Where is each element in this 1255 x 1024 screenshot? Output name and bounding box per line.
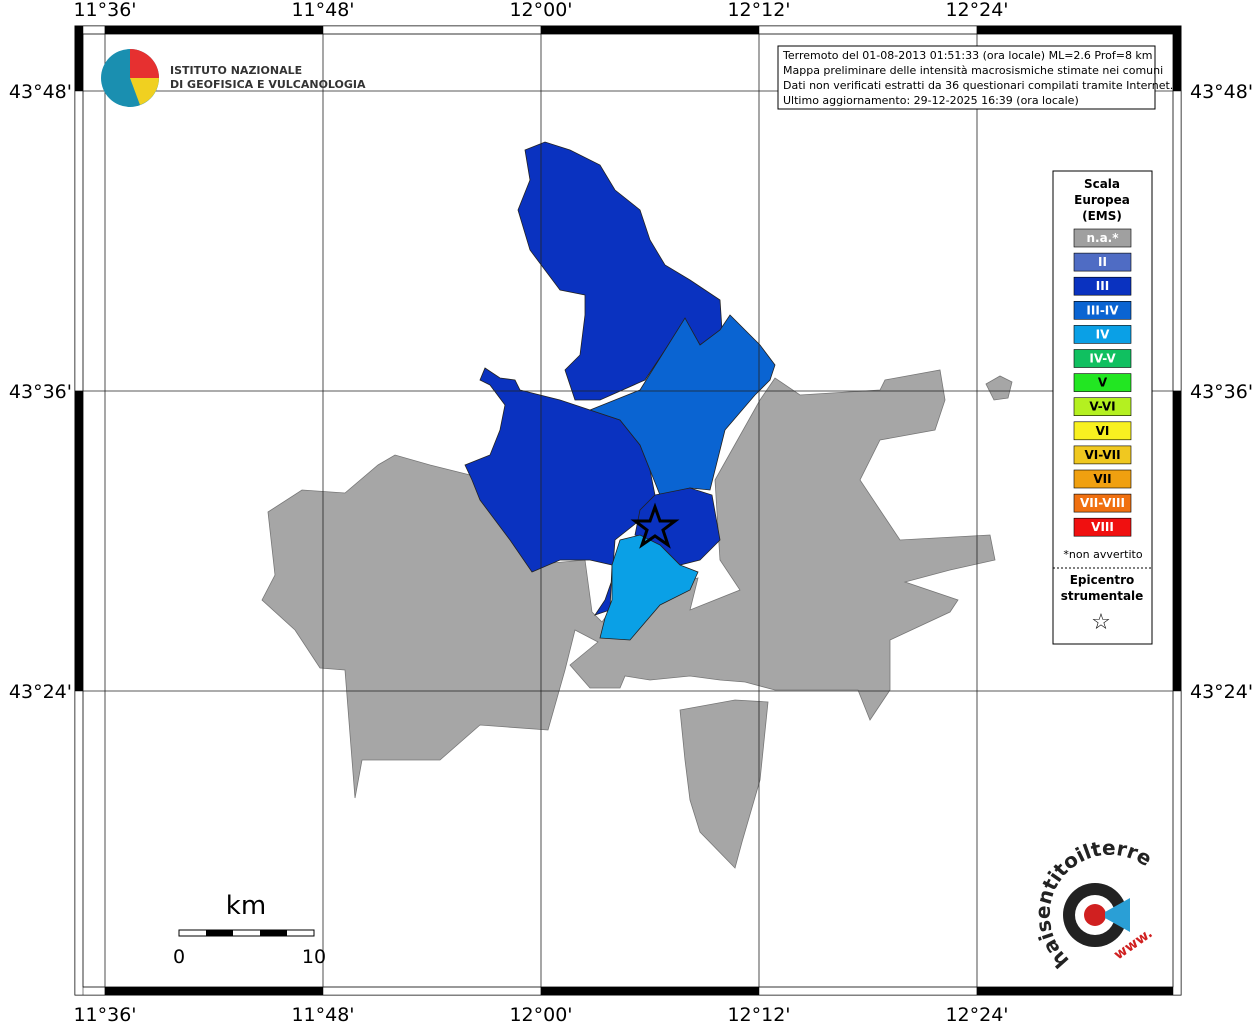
- frame-bar: [74, 90, 84, 392]
- region-iii-iv: [588, 314, 776, 496]
- legend-swatch: [1073, 276, 1132, 296]
- frame-bar: [74, 390, 84, 692]
- legend-label: VII: [1093, 472, 1111, 486]
- legend-title: (EMS): [1082, 209, 1122, 223]
- frame-bar: [104, 986, 324, 996]
- logo-globe: [130, 49, 159, 78]
- frame-bar: [540, 986, 760, 996]
- map-frame: [74, 25, 1182, 996]
- legend-label: n.a.*: [1086, 231, 1119, 245]
- frame-bar: [540, 25, 760, 35]
- info-line: Dati non verificati estratti da 36 quest…: [783, 79, 1173, 92]
- scale-bar-segment: [260, 930, 287, 936]
- frame-bar: [1172, 90, 1182, 392]
- lon-label: 12°12': [727, 1004, 790, 1024]
- legend-epicenter-symbol: ☆: [1091, 610, 1111, 635]
- info-line: Ultimo aggiornamento: 29-12-2025 16:39 (…: [783, 94, 1079, 107]
- legend-label: VII-VIII: [1080, 496, 1125, 510]
- legend-swatch: [1073, 228, 1132, 248]
- legend-title: Europea: [1074, 193, 1130, 207]
- frame-bar: [758, 986, 978, 996]
- lon-label: 11°36': [73, 1004, 136, 1024]
- legend-swatch: [1073, 517, 1132, 537]
- inner-frame: [82, 33, 1174, 988]
- region-na: [985, 375, 1013, 401]
- frame-bar: [1172, 25, 1182, 92]
- region-iv: [599, 534, 699, 641]
- epicenter-star: [630, 502, 680, 549]
- legend-swatch: [1073, 445, 1132, 465]
- legend-swatch: [1073, 397, 1132, 417]
- info-box: Terremoto del 01-08-2013 01:51:33 (ora l…: [777, 45, 1173, 110]
- logo-text: ISTITUTO NAZIONALE: [170, 64, 302, 77]
- regions: [261, 141, 1013, 869]
- frame-bar: [1172, 690, 1182, 996]
- legend-label: VI-VII: [1084, 448, 1120, 462]
- legend-swatch: [1073, 421, 1132, 441]
- info-frame: [777, 45, 1156, 110]
- badge-circle: [1084, 904, 1106, 926]
- graticule: 11°36' 11°36' 11°48' 11°48' 12°00' 12°00' 12°1…: [9, 0, 1253, 1024]
- lat-label: 43°24': [9, 681, 72, 703]
- legend-label: III: [1096, 279, 1109, 293]
- legend-epicenter: Epicentro: [1070, 573, 1135, 587]
- lat-label: 43°24': [1190, 681, 1253, 703]
- scale-bar: km 0 10: [173, 891, 326, 968]
- legend-swatch: [1073, 252, 1132, 272]
- frame-bar: [758, 25, 978, 35]
- logo-globe: [130, 78, 159, 105]
- legend-label: III-IV: [1086, 303, 1119, 317]
- scale-bar-frame: [178, 929, 315, 937]
- lon-label: 11°36': [73, 0, 136, 21]
- lon-label: 12°00': [509, 1004, 572, 1024]
- legend-label: IV-V: [1089, 352, 1116, 366]
- lon-label: 11°48': [291, 1004, 354, 1024]
- legend-label: IV: [1096, 327, 1110, 341]
- frame-bar: [322, 25, 542, 35]
- lat-label: 43°48': [9, 81, 72, 103]
- legend: Scala Europea (EMS) *non avvertito Epice…: [1052, 170, 1153, 645]
- legend-epicenter: strumentale: [1061, 589, 1144, 603]
- lat-label: 43°36': [9, 381, 72, 403]
- info-line: Terremoto del 01-08-2013 01:51:33 (ora l…: [782, 49, 1153, 62]
- scale-label: 0: [173, 946, 185, 968]
- scale-label: 10: [302, 946, 326, 968]
- lat-label: 43°36': [1190, 381, 1253, 403]
- lat-label: 43°48': [1190, 81, 1253, 103]
- legend-title: Scala: [1084, 177, 1120, 191]
- lon-label: 12°24': [945, 0, 1008, 21]
- legend-swatch: [1073, 469, 1132, 489]
- frame-bar: [976, 986, 1182, 996]
- legend-label: V: [1098, 376, 1108, 390]
- lon-label: 12°12': [727, 0, 790, 21]
- scale-bar-segment: [206, 930, 233, 936]
- frame-bar: [322, 986, 542, 996]
- legend-swatch: [1073, 373, 1132, 392]
- region-na: [679, 699, 769, 869]
- lon-label: 11°48': [291, 0, 354, 21]
- legend-swatch: [1073, 300, 1132, 320]
- info-line: Mappa preliminare delle intensità macros…: [783, 64, 1163, 77]
- legend-swatch: [1073, 349, 1132, 368]
- lon-label: 12°00': [509, 0, 572, 21]
- frame-bar: [74, 25, 84, 92]
- legend-label: II: [1098, 255, 1107, 269]
- logo-text: DI GEOFISICA E VULCANOLOGIA: [170, 78, 366, 91]
- lon-label: 12°24': [945, 1004, 1008, 1024]
- legend-note: *non avvertito: [1063, 548, 1142, 561]
- scale-unit: km: [226, 891, 266, 921]
- ingv-logo: ISTITUTO NAZIONALE DI GEOFISICA E VULCAN…: [101, 49, 366, 107]
- frame-bar: [104, 25, 324, 35]
- frame-bar: [976, 25, 1182, 35]
- frame-bar: [1172, 390, 1182, 692]
- legend-label: VI: [1096, 424, 1110, 438]
- frame-bar: [74, 690, 84, 996]
- region-iii: [464, 367, 656, 616]
- legend-swatch: [1073, 325, 1132, 344]
- legend-swatch: [1073, 493, 1132, 513]
- badge-megaphone: [1105, 898, 1130, 932]
- legend-label: V-VI: [1089, 400, 1115, 414]
- legend-label: VIII: [1091, 520, 1114, 534]
